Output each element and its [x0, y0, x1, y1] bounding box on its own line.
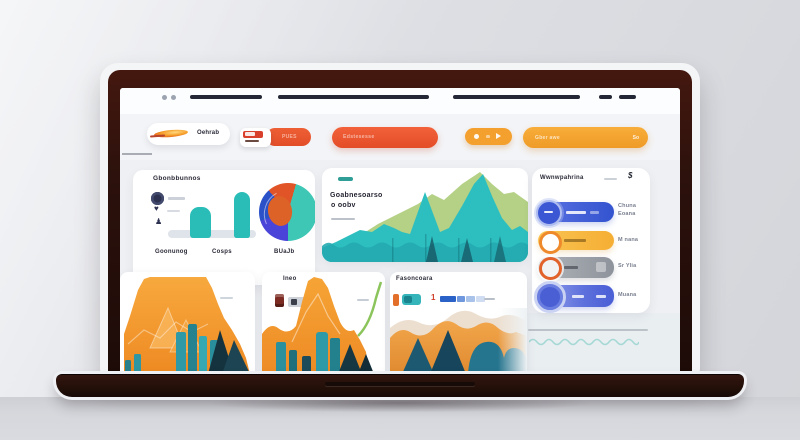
orange-mountain-chart: [124, 277, 250, 374]
red-device-icon: [275, 294, 284, 307]
laptop-screen: Oehrab PUES Edstesesse Gber awe So Gbonb…: [120, 88, 680, 374]
city-chart-card-a: [120, 272, 255, 374]
currency-icon: $: [628, 171, 633, 180]
bar-chart-baseline: [168, 230, 256, 238]
browser-bar: [120, 88, 680, 115]
laptop-base-notch: [325, 382, 475, 386]
double-ring-icon-blue: [534, 281, 566, 313]
logo-pill[interactable]: Oehrab: [147, 123, 230, 145]
card-c-title: Fasoncoara: [396, 276, 433, 282]
badge-mark: [245, 132, 255, 136]
muted-mountain-chart: [390, 308, 527, 374]
flame-swoosh-icon: [153, 128, 189, 139]
bar-chart-bar: [234, 192, 250, 238]
window-control-dash[interactable]: [599, 95, 612, 99]
city-chart-card-c: Fasoncoara 1: [390, 272, 527, 374]
accent-dash: [338, 177, 353, 181]
divider-seam: [122, 153, 152, 155]
tiny-label-line: [484, 298, 495, 300]
primary-cta-label: Edstesesse: [343, 134, 375, 140]
orange-marker-icon: [393, 294, 399, 306]
ring-icon-blue: [536, 200, 562, 226]
panel-row[interactable]: Chuna Eoana: [536, 200, 644, 226]
trend-title-line2: o oobv: [331, 202, 356, 209]
legend-line: [167, 210, 180, 212]
logo-text: Oehrab: [197, 130, 220, 136]
stats-card-title: Gbonbbunnos: [153, 175, 201, 182]
trend-title-line1: Goabnesoarso: [330, 192, 383, 199]
pie-chart: [257, 183, 315, 242]
primary-cta-button[interactable]: Edstesesse: [332, 127, 438, 148]
panel-row-text: Sr Ylia: [618, 263, 637, 269]
pie-detail-line: [257, 184, 313, 242]
panel-row[interactable]: M nana: [538, 229, 644, 254]
stats-card: Gbonbbunnos ♥ ♟ Goonunog Cosps BUaJb: [133, 170, 315, 285]
nav-tab-button-label: PUES: [282, 134, 297, 140]
side-panel: Wwnwpahrina $ Chuna Eoana M nana: [532, 168, 650, 313]
teal-toggle-icon[interactable]: [402, 294, 421, 305]
city-chart-card-b: Ineo: [262, 272, 385, 374]
panel-row[interactable]: Sr Ylia: [538, 255, 644, 280]
browser-tab-line[interactable]: [190, 95, 262, 99]
ring-icon-orange: [539, 231, 562, 254]
ring-icon-red: [539, 257, 562, 280]
count-marker: 1: [431, 293, 436, 302]
panel-row-text: Chuna: [618, 203, 637, 209]
dash-icon: [486, 135, 490, 138]
search-action-label: So: [632, 134, 639, 141]
mountain-area-chart: [322, 172, 528, 262]
pawn-icon: ♟: [155, 217, 163, 226]
tiny-label-line: [357, 299, 369, 301]
orange-mountain-chart: [262, 277, 383, 374]
panel-row-text: Muana: [618, 292, 637, 298]
browser-tab-line[interactable]: [278, 95, 429, 99]
nav-tab-card[interactable]: [240, 128, 271, 147]
panel-row-text: Eoana: [618, 211, 636, 217]
heart-icon: ♥: [154, 204, 159, 213]
laptop-base: [56, 374, 744, 397]
wavy-sparkline: [529, 338, 639, 346]
bar-chart-bar: [190, 207, 211, 238]
legend-line: [168, 197, 185, 200]
browser-tab-line[interactable]: [453, 95, 580, 99]
side-panel-subline: [604, 178, 617, 180]
browser-nav-dot: [162, 95, 167, 100]
floor: [0, 397, 800, 440]
flat-trend-line: [528, 329, 648, 331]
stats-footer-label: Cosps: [212, 249, 232, 255]
panel-row-text: M nana: [618, 237, 639, 243]
tab-caption-line: [245, 140, 259, 143]
red-badge-icon: [243, 130, 263, 138]
trend-card: Goabnesoarso o oobv: [322, 168, 528, 262]
dot-icon: [474, 134, 479, 139]
tiny-label-line: [220, 297, 233, 299]
window-control-dash[interactable]: [619, 95, 636, 99]
card-b-title: Ineo: [283, 276, 297, 282]
search-placeholder: Gber awe: [535, 134, 560, 141]
trend-subtitle-line: [331, 218, 355, 220]
search-pill[interactable]: Gber awe So: [523, 127, 648, 148]
side-panel-title: Wwnwpahrina: [540, 175, 584, 181]
browser-nav-dot: [171, 95, 176, 100]
avatar-circle-icon: [151, 192, 164, 205]
stats-footer-label: BUaJb: [274, 249, 295, 255]
stats-footer-label: Goonunog: [155, 249, 188, 255]
panel-row[interactable]: Muana: [534, 281, 644, 313]
nav-tab-button[interactable]: PUES: [266, 128, 311, 146]
actions-pill[interactable]: [465, 128, 512, 145]
arrow-icon: [496, 133, 501, 139]
